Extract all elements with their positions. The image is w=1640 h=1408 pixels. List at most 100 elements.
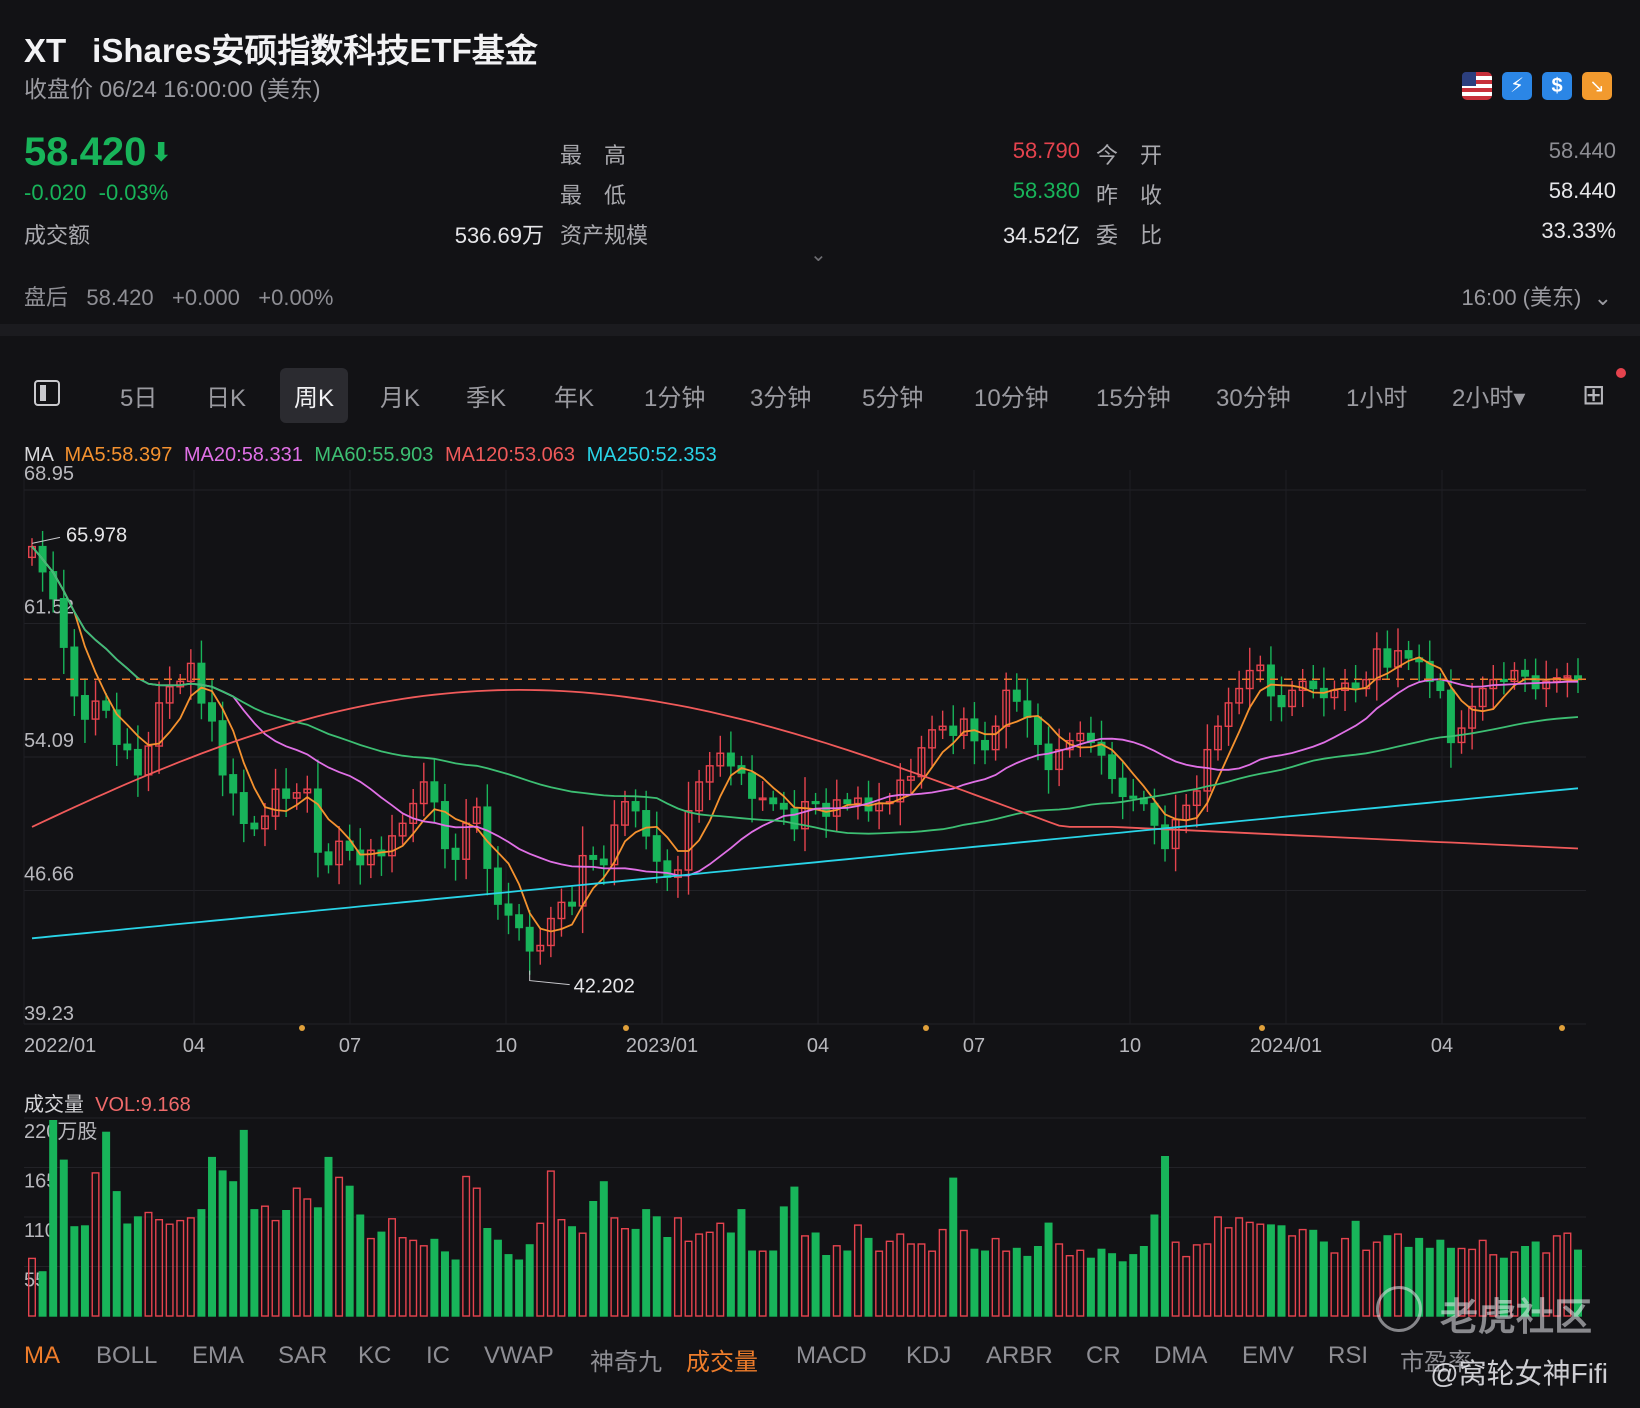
min-leader <box>529 970 570 986</box>
candle-body-31 <box>345 840 354 851</box>
volume-bar-13 <box>155 1218 164 1317</box>
candle-body-41 <box>451 847 460 860</box>
candle-body-146 <box>1563 675 1572 679</box>
candle-body-5 <box>70 646 79 697</box>
indicator-12[interactable]: ARBR <box>986 1342 1053 1369</box>
price-tick-3: 54.09 <box>24 730 74 752</box>
tab-14[interactable]: 2小时▾ <box>1452 385 1526 412</box>
expand-chevron-icon[interactable]: ⌄ <box>810 244 827 266</box>
candle-body-102 <box>1097 741 1106 756</box>
tab-9[interactable]: 5分钟 <box>862 385 924 412</box>
lightning-icon[interactable]: ⚡ <box>1502 72 1532 100</box>
candle-body-50 <box>546 917 555 947</box>
candle-body-11 <box>133 748 142 776</box>
indicator-1[interactable]: MA <box>24 1342 60 1369</box>
volume-bar-36 <box>398 1236 407 1317</box>
candle-body-1 <box>28 545 36 559</box>
watermark-brand: 老虎社区 <box>1440 1297 1593 1339</box>
indicator-13[interactable]: CR <box>1086 1342 1121 1369</box>
volume-bar-140 <box>1499 1257 1508 1317</box>
aum-label: 资产规模 <box>560 223 649 248</box>
tab-3[interactable]: 周K <box>280 368 349 423</box>
indicator-15[interactable]: EMV <box>1242 1342 1295 1369</box>
candle-body-101 <box>1086 732 1095 744</box>
us-flag-icon[interactable] <box>1462 72 1492 100</box>
indicator-5[interactable]: KC <box>358 1342 392 1369</box>
min-annotation: 42.202 <box>574 976 635 998</box>
candle-body-131 <box>1404 650 1413 659</box>
candle-body-122 <box>1309 680 1318 690</box>
tab-12[interactable]: 30分钟 <box>1216 385 1291 412</box>
volume-bar-93 <box>1002 1250 1011 1317</box>
volume-bar-90 <box>970 1248 979 1317</box>
candle-body-43 <box>472 806 481 825</box>
indicator-16[interactable]: RSI <box>1328 1342 1369 1369</box>
volume-bar-66 <box>716 1222 725 1317</box>
candle-body-71 <box>769 797 778 805</box>
tab-13[interactable]: 1小时 <box>1346 385 1408 412</box>
volume-bar-24 <box>271 1219 280 1317</box>
candle-body-36 <box>398 822 407 837</box>
ma-legend-item-4: MA120:53.063 <box>439 444 576 466</box>
indicator-4[interactable]: SAR <box>278 1342 328 1369</box>
indicator-9[interactable]: 成交量 <box>686 1349 758 1376</box>
tab-1[interactable]: 5日 <box>120 385 158 412</box>
tab-4[interactable]: 月K <box>380 385 421 412</box>
ma-line-4 <box>31 688 1579 850</box>
volume-bar-143 <box>1531 1241 1540 1317</box>
candle-body-20 <box>229 774 238 794</box>
candle-body-9 <box>112 709 121 745</box>
after-hours-row: 盘后 58.420 +0.000 +0.00% <box>24 280 333 312</box>
indicator-11[interactable]: KDJ <box>906 1342 952 1369</box>
indicator-10[interactable]: MACD <box>796 1342 867 1369</box>
candle-body-95 <box>1023 700 1032 718</box>
low-value: 58.380 <box>1012 178 1080 203</box>
time-tick-5: 2023/01 <box>626 1035 698 1057</box>
indicator-8[interactable]: 神奇九 <box>590 1349 662 1376</box>
indicator-6[interactable]: IC <box>426 1342 450 1369</box>
indicator-2[interactable]: BOLL <box>96 1342 158 1369</box>
ticker-title: XT iShares安硕指数科技ETF基金 <box>24 24 564 72</box>
volume-bar-86 <box>928 1250 937 1317</box>
indicator-7[interactable]: VWAP <box>484 1342 554 1369</box>
event-dot-1 <box>299 1025 305 1031</box>
volume-bar-47 <box>515 1259 524 1317</box>
volume-bar-20 <box>229 1181 238 1317</box>
tab-11[interactable]: 15分钟 <box>1096 385 1171 412</box>
indicator-3[interactable]: EMA <box>192 1342 245 1369</box>
volume-tick-2: 165 <box>24 1171 57 1193</box>
volume-bar-126 <box>1351 1220 1360 1317</box>
after-hours-time-select[interactable]: 16:00 (美东) ⌄ <box>1461 285 1613 310</box>
tab-2[interactable]: 日K <box>206 385 247 412</box>
sidebar-toggle-icon[interactable] <box>34 380 60 406</box>
volume-bar-10 <box>123 1223 132 1317</box>
candle-body-66 <box>716 752 725 767</box>
tab-6[interactable]: 年K <box>554 385 595 412</box>
volume-bar-100 <box>1076 1249 1085 1317</box>
tab-7[interactable]: 1分钟 <box>644 385 706 412</box>
volume-bar-48 <box>525 1244 534 1317</box>
candle-body-8 <box>102 700 111 711</box>
candle-body-56 <box>610 824 619 866</box>
indicator-14[interactable]: DMA <box>1154 1342 1208 1369</box>
candle-body-133 <box>1425 660 1434 683</box>
candle-body-107 <box>1150 802 1159 826</box>
tab-5[interactable]: 季K <box>466 385 507 412</box>
candle-body-58 <box>631 801 640 812</box>
ma-line-3 <box>31 546 1579 835</box>
candle-body-63 <box>684 810 693 871</box>
dollar-icon[interactable]: $ <box>1542 72 1572 100</box>
tab-8[interactable]: 3分钟 <box>750 385 812 412</box>
volume-bar-138 <box>1478 1239 1487 1317</box>
candle-body-32 <box>356 849 365 866</box>
tab-10[interactable]: 10分钟 <box>974 385 1049 412</box>
candle-body-21 <box>239 792 248 825</box>
ma-legend: MA MA5:58.397 MA20:58.331 MA60:55.903 MA… <box>24 444 717 467</box>
trend-down-icon[interactable]: ↘ <box>1582 72 1612 100</box>
indicator-17[interactable]: 市盈率 <box>1400 1349 1472 1376</box>
volume-bar-133 <box>1425 1247 1434 1317</box>
grid-menu-icon[interactable]: ⊞ <box>1582 379 1606 410</box>
volume-bar-94 <box>1012 1247 1021 1317</box>
volume-bar-106 <box>1139 1245 1148 1317</box>
